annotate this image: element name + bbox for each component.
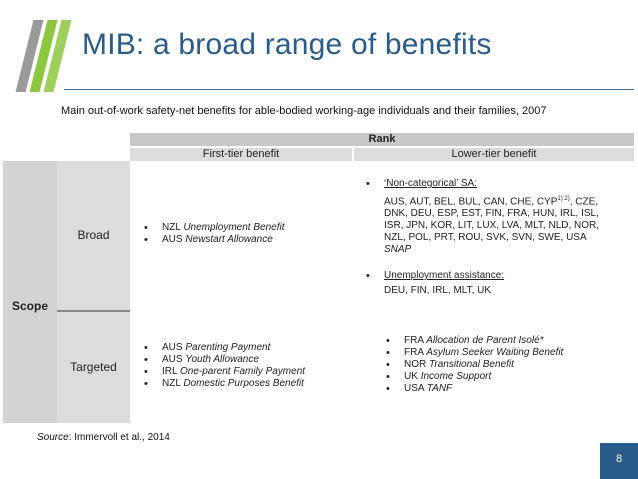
broad-lower-tier-cell: ‘Non-categorical’ SA: AUS, AUT, BEL, BUL… [362, 178, 632, 297]
list-item: AUS Newstart Allowance [140, 234, 350, 246]
list-item: Unemployment assistance: [362, 270, 632, 282]
targeted-lower-tier-cell: FRA Allocation de Parent Isolé* FRA Asyl… [382, 335, 632, 395]
oecd-logo-icon [15, 20, 72, 92]
list-item: USA TANF [382, 383, 632, 395]
broad-label: Broad [77, 228, 110, 242]
page-title: MIB: a broad range of benefits [82, 28, 492, 61]
unemployment-countries: DEU, FIN, IRL, MLT, UK [384, 285, 492, 297]
list-item: NZL Unemployment Benefit [140, 222, 350, 234]
targeted-row-header: Targeted [57, 312, 130, 423]
broad-row-header: Broad [57, 161, 130, 310]
scope-label: Scope [11, 299, 48, 313]
non-categorical-countries: AUS, AUT, BEL, BUL, CAN, CHE, CYP1) 2), … [384, 196, 600, 256]
targeted-first-tier-cell: AUS Parenting Payment AUS Youth Allowanc… [140, 342, 350, 390]
source-note: Source: Immervoll et al., 2014 [37, 432, 170, 443]
page-number: 8 [615, 453, 623, 465]
list-item: AUS Parenting Payment [140, 342, 350, 354]
lower-tier-header: Lower-tier benefit [354, 148, 634, 161]
list-item: IRL One-parent Family Payment [140, 366, 350, 378]
rank-header: Rank [130, 133, 634, 146]
first-tier-header: First-tier benefit [130, 148, 352, 161]
list-item: FRA Allocation de Parent Isolé* [382, 335, 632, 347]
scope-column: Scope [3, 161, 57, 423]
page-number-badge: 8 [600, 443, 638, 479]
list-item: UK Income Support [382, 371, 632, 383]
list-item: NZL Domestic Purposes Benefit [140, 378, 350, 390]
list-item: AUS Youth Allowance [140, 354, 350, 366]
list-item: ‘Non-categorical’ SA: [362, 178, 632, 190]
list-item: FRA Asylum Seeker Waiting Benefit [382, 347, 632, 359]
row-divider [57, 310, 130, 312]
list-item: NOR Transitional Benefit [382, 359, 632, 371]
broad-first-tier-cell: NZL Unemployment Benefit AUS Newstart Al… [140, 222, 350, 246]
targeted-label: Targeted [70, 360, 117, 374]
title-divider [64, 89, 634, 90]
table-subtitle: Main out-of-work safety-net benefits for… [61, 105, 547, 117]
